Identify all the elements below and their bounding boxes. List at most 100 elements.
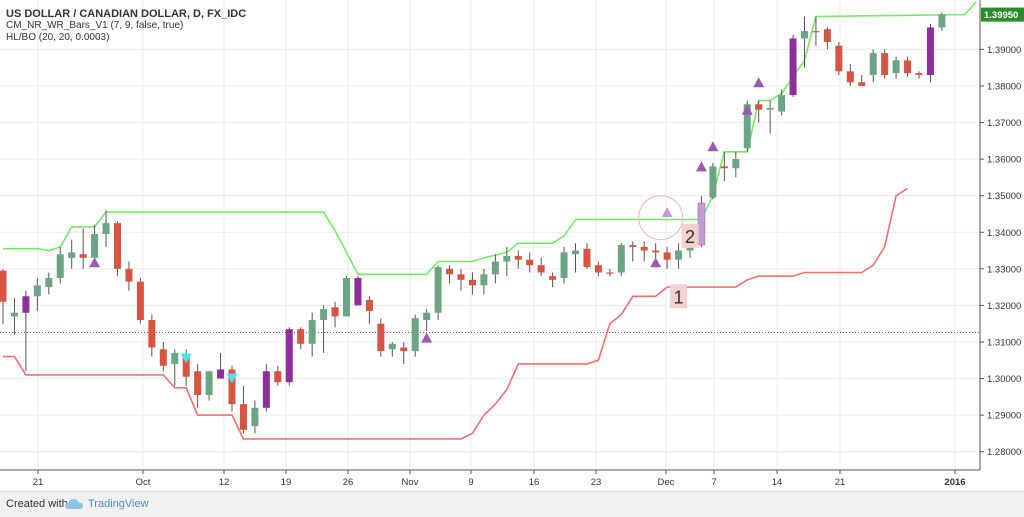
candle-body xyxy=(514,256,522,260)
candle xyxy=(697,195,706,247)
low-band-line xyxy=(3,187,908,440)
candle xyxy=(663,246,671,269)
candle xyxy=(583,243,591,269)
candle-body xyxy=(446,268,454,275)
candle-body xyxy=(45,277,53,288)
x-tick-label: Dec xyxy=(658,477,675,488)
candle xyxy=(514,250,522,269)
price-axis[interactable]: 1.28000 1.29000 1.30000 1.31000 1.32000 1.330… xyxy=(979,0,1024,470)
candle xyxy=(0,268,7,324)
candle xyxy=(720,151,728,182)
candle-body xyxy=(606,272,614,274)
candle-body xyxy=(697,202,706,246)
candle xyxy=(297,327,305,350)
candle-body xyxy=(274,371,282,383)
candle xyxy=(274,365,282,386)
candle-body xyxy=(102,223,110,235)
candle xyxy=(675,243,683,269)
candle xyxy=(823,27,831,50)
x-tick-label: 12 xyxy=(219,477,230,488)
candle xyxy=(606,268,614,277)
candle-body xyxy=(251,407,259,427)
candle xyxy=(526,252,534,273)
candle xyxy=(10,298,18,335)
y-tick-label: 1.28000 xyxy=(987,447,1021,458)
x-tick-label: 26 xyxy=(343,477,354,488)
time-axis[interactable]: 21 Oct 12 19 26 Nov 9 16 23 Dec 7 14 21 2016 xyxy=(0,469,980,488)
candle xyxy=(411,314,419,357)
candle xyxy=(640,241,648,262)
annotation-label: 2 xyxy=(685,227,695,247)
candle xyxy=(755,100,763,123)
candle-body xyxy=(285,329,293,383)
indicator-hl-bo[interactable]: HL/BO (20, 20, 0.0003) xyxy=(6,32,110,43)
x-tick-label: 7 xyxy=(711,477,716,488)
candle-body xyxy=(400,347,408,352)
candle-body xyxy=(411,318,419,352)
candle xyxy=(835,42,843,75)
high-band-line xyxy=(3,1,977,276)
candle-body xyxy=(194,371,202,396)
candle xyxy=(766,100,774,134)
candle xyxy=(251,400,259,434)
candle xyxy=(881,49,889,79)
candle xyxy=(938,12,946,32)
y-tick-label: 1.37000 xyxy=(987,118,1021,129)
down-signal-triangle xyxy=(226,373,238,384)
candle-body xyxy=(675,250,683,260)
signal-markers xyxy=(89,77,765,384)
candle-body xyxy=(938,14,946,28)
candle xyxy=(239,385,247,434)
candle-body xyxy=(91,234,99,258)
candle xyxy=(79,228,87,269)
indicator-nr-wr[interactable]: CM_NR_WR_Bars_V1 (7, 9, false, true) xyxy=(6,20,184,31)
candle-body xyxy=(617,245,625,273)
candle-body xyxy=(812,31,820,33)
x-tick-label: 16 xyxy=(529,477,540,488)
candle xyxy=(446,265,454,284)
candle-body xyxy=(572,250,579,255)
candle xyxy=(617,243,625,277)
candle-body xyxy=(778,95,786,112)
candle xyxy=(789,34,797,97)
candle xyxy=(148,314,156,357)
candle xyxy=(159,341,167,372)
candle-body xyxy=(159,349,167,366)
candle-body xyxy=(343,277,350,317)
tradingview-link[interactable]: TradingView xyxy=(88,498,149,510)
y-tick-label: 1.38000 xyxy=(987,81,1021,92)
candle-body xyxy=(22,296,30,313)
candle xyxy=(45,272,53,295)
y-tick-label: 1.39000 xyxy=(987,45,1021,56)
x-tick-label: 2016 xyxy=(944,477,965,488)
candle-body xyxy=(732,159,740,169)
candle xyxy=(801,16,808,68)
candle xyxy=(400,341,408,364)
candle-body xyxy=(136,281,144,321)
y-tick-label: 1.32000 xyxy=(987,301,1021,312)
y-tick-label: 1.29000 xyxy=(987,411,1021,422)
tradingview-cloud-icon xyxy=(65,499,83,509)
y-tick-label: 1.36000 xyxy=(987,155,1021,166)
candle-body xyxy=(125,268,133,282)
candle-body xyxy=(10,312,18,317)
candle-body xyxy=(846,71,854,83)
x-tick-label: 14 xyxy=(772,477,783,488)
candle xyxy=(33,277,41,311)
down-signal-triangle xyxy=(180,353,192,364)
candle-body xyxy=(823,29,831,43)
candle xyxy=(171,349,179,386)
candle xyxy=(343,276,350,317)
candle xyxy=(320,305,328,353)
candle xyxy=(709,162,717,200)
candle xyxy=(778,89,786,116)
candle-body xyxy=(56,254,64,278)
candle-body xyxy=(526,259,534,266)
candle-body xyxy=(594,265,602,273)
candle xyxy=(869,49,877,83)
candle-body xyxy=(68,252,76,258)
annotation-box xyxy=(670,284,688,309)
candle-body xyxy=(869,53,877,75)
candle-body xyxy=(549,276,557,280)
